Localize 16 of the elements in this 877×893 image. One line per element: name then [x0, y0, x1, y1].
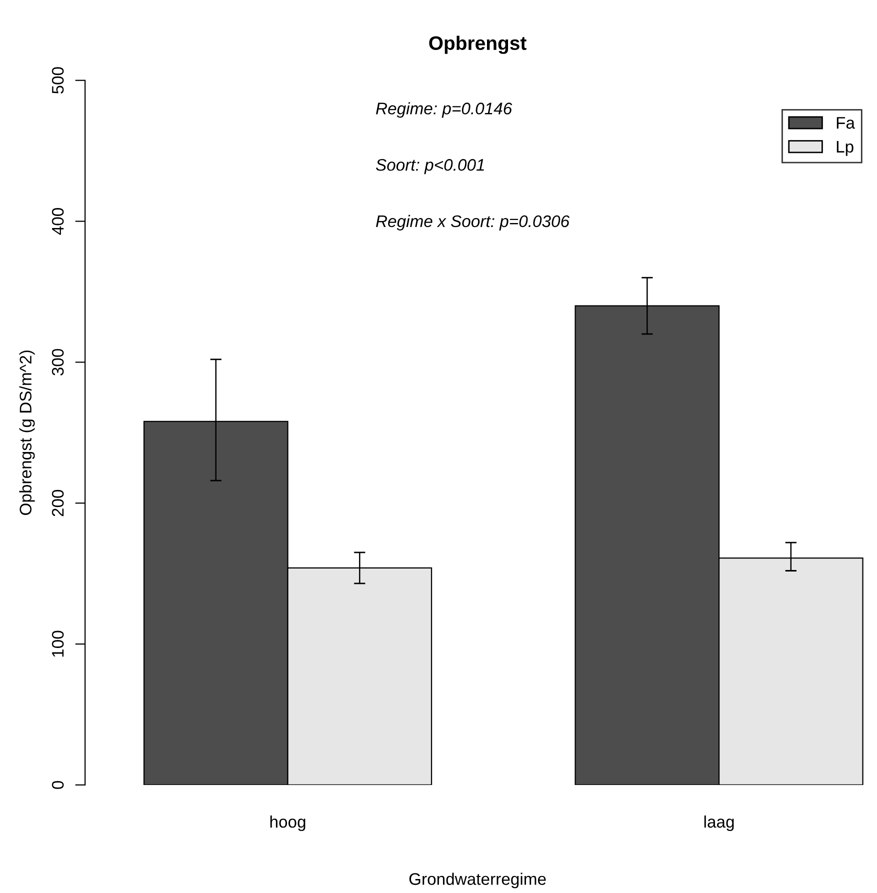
- legend-label: Lp: [836, 140, 854, 156]
- y-tick-label: 500: [52, 67, 64, 94]
- y-tick-label: 200: [52, 490, 64, 516]
- chart-title: Opbrengst: [429, 36, 526, 54]
- x-tick-label: hoog: [270, 816, 306, 832]
- y-tick-label: 100: [52, 630, 64, 657]
- annotation: Regime x Soort: p=0.0306: [376, 214, 570, 230]
- y-axis-title: Opbrengst (g DS/m^2): [19, 350, 35, 515]
- x-tick-label: laag: [704, 816, 734, 832]
- y-tick-label: 0: [52, 780, 64, 789]
- x-axis-title: Grondwaterregime: [409, 872, 546, 888]
- annotation: Soort: p<0.001: [376, 159, 484, 174]
- legend-label: Fa: [836, 117, 855, 129]
- annotation: Regime: p=0.0146: [376, 102, 512, 118]
- y-tick-label: 400: [52, 208, 64, 235]
- y-tick-label: 300: [52, 348, 64, 376]
